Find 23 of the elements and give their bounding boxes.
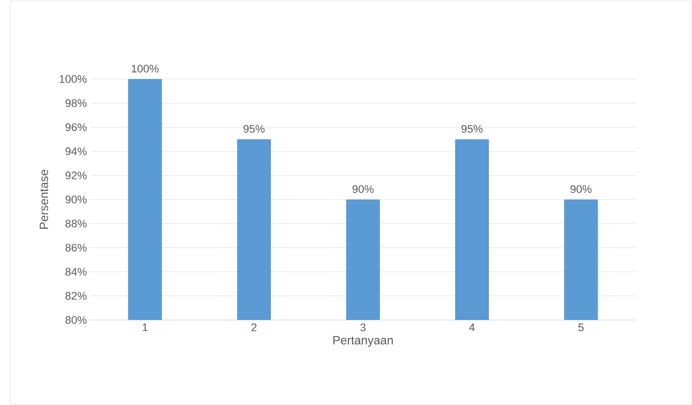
x-tick-label: 2	[252, 324, 256, 332]
y-tick-label: 88%	[66, 220, 87, 228]
x-tick-label: 5	[578, 324, 584, 332]
data-label: 90%	[570, 185, 592, 193]
y-tick-label: 80%	[66, 316, 87, 324]
data-label: 95%	[462, 124, 483, 133]
y-tick-label: 90%	[66, 196, 87, 204]
data-label: 90%	[352, 185, 374, 193]
y-tick-label: 96%	[66, 123, 87, 132]
y-tick-label: 98%	[66, 99, 87, 107]
data-label: 95%	[244, 124, 265, 133]
x-tick-label: 3	[360, 324, 366, 332]
x-tick-label: 4	[469, 324, 475, 332]
x-tick-label: 1	[142, 324, 148, 332]
x-axis-title: Pertanyaan	[333, 336, 393, 347]
y-tick-label: 84%	[66, 268, 87, 276]
y-tick-label: 86%	[66, 244, 87, 252]
y-tick-label: 94%	[66, 147, 87, 156]
y-tick-label: 92%	[66, 172, 87, 180]
y-tick-label: 82%	[66, 292, 87, 300]
data-label: 100%	[132, 64, 159, 72]
y-tick-label: 100%	[60, 75, 87, 83]
y-axis-title: Persentase	[40, 170, 48, 229]
